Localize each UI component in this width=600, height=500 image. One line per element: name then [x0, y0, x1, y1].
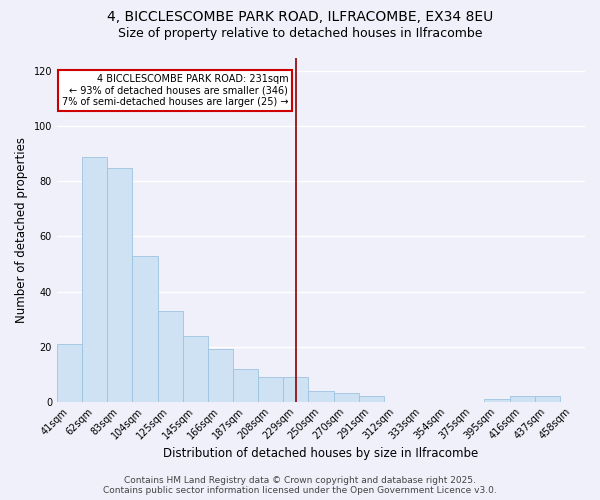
Text: 4, BICCLESCOMBE PARK ROAD, ILFRACOMBE, EX34 8EU: 4, BICCLESCOMBE PARK ROAD, ILFRACOMBE, E…	[107, 10, 493, 24]
Text: Size of property relative to detached houses in Ilfracombe: Size of property relative to detached ho…	[118, 28, 482, 40]
Bar	[57, 344, 82, 402]
Bar	[107, 168, 133, 402]
Bar	[484, 399, 509, 402]
Bar	[258, 377, 283, 402]
Bar	[133, 256, 158, 402]
Bar	[233, 368, 258, 402]
Bar	[509, 396, 535, 402]
Text: 4 BICCLESCOMBE PARK ROAD: 231sqm
← 93% of detached houses are smaller (346)
7% o: 4 BICCLESCOMBE PARK ROAD: 231sqm ← 93% o…	[62, 74, 288, 107]
Bar	[283, 377, 308, 402]
Bar	[182, 336, 208, 402]
Bar	[158, 311, 182, 402]
Bar	[359, 396, 384, 402]
Bar	[208, 350, 233, 402]
Bar	[535, 396, 560, 402]
X-axis label: Distribution of detached houses by size in Ilfracombe: Distribution of detached houses by size …	[163, 447, 479, 460]
Bar	[308, 390, 334, 402]
Bar	[82, 156, 107, 402]
Text: Contains HM Land Registry data © Crown copyright and database right 2025.
Contai: Contains HM Land Registry data © Crown c…	[103, 476, 497, 495]
Y-axis label: Number of detached properties: Number of detached properties	[15, 136, 28, 322]
Bar	[334, 394, 359, 402]
